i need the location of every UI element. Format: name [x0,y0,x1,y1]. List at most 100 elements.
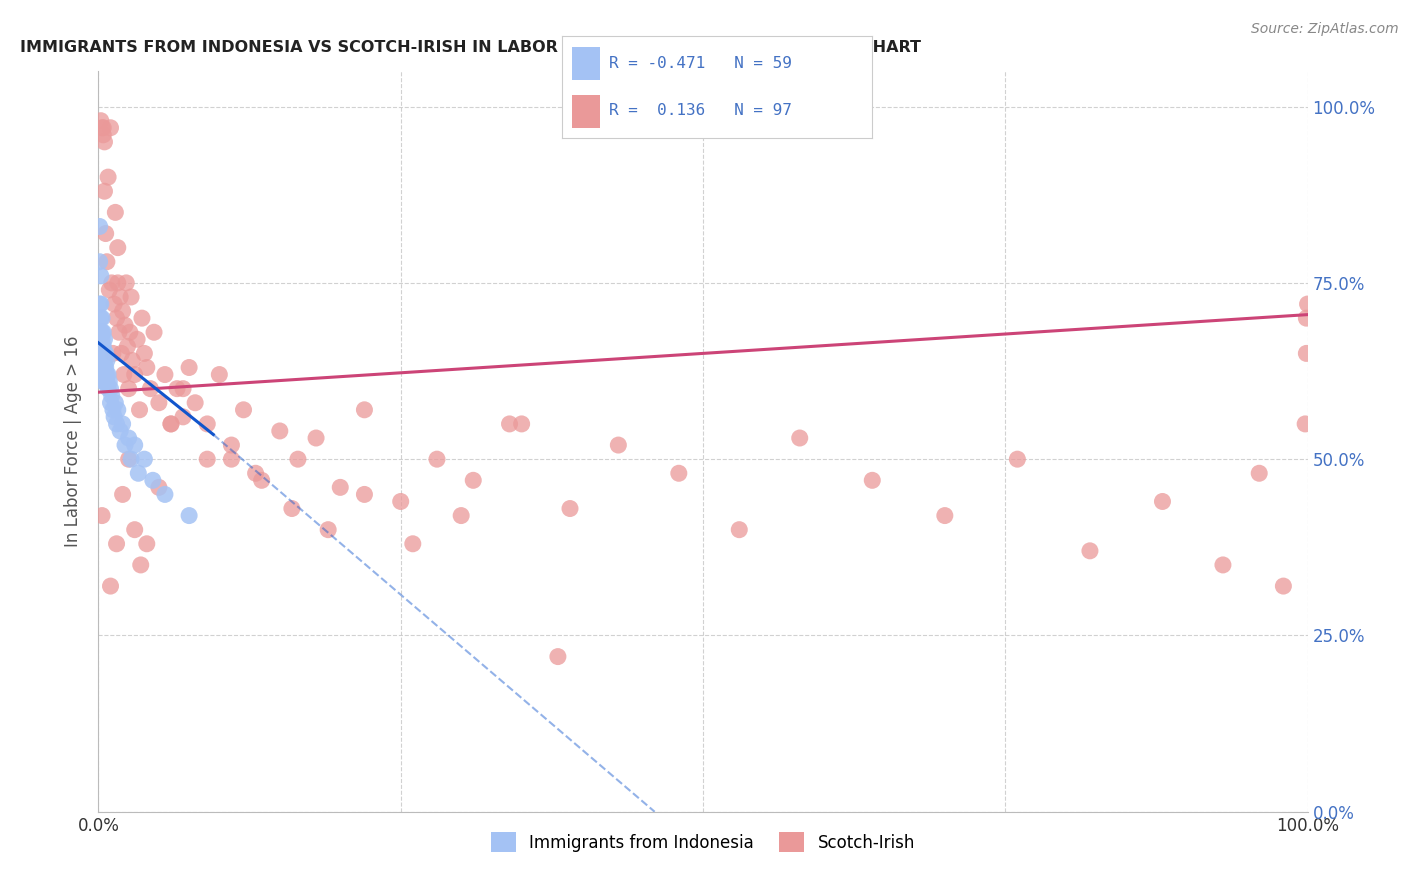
Point [153,487,176,501]
Point [127,332,149,346]
Y-axis label: In Labor Force | Age > 16: In Labor Force | Age > 16 [65,335,83,548]
Point [91,368,114,382]
Point [91,360,114,375]
Point [607,438,630,452]
Point [91,325,114,339]
Text: Source: ZipAtlas.com: Source: ZipAtlas.com [1251,22,1399,37]
Point [728,523,751,537]
Point [89,254,111,268]
Point [287,452,309,467]
Point [115,276,138,290]
Point [426,452,449,467]
Point [100,382,122,396]
Point [90,311,112,326]
Point [89,219,111,234]
Point [91,339,114,353]
Point [111,417,134,431]
Point [1007,452,1029,467]
Point [305,431,328,445]
Point [172,382,194,396]
Point [934,508,956,523]
Point [105,311,128,326]
Point [1078,544,1101,558]
Point [91,346,114,360]
Point [91,311,114,326]
Point [94,368,117,382]
Point [94,227,117,241]
Point [148,480,170,494]
Point [91,353,114,368]
Point [1294,417,1316,431]
Point [91,353,114,368]
Point [135,537,157,551]
Point [108,325,131,339]
Point [114,438,136,452]
FancyBboxPatch shape [572,47,599,79]
Point [789,431,811,445]
Point [329,480,352,494]
Point [91,346,114,360]
Point [93,184,115,198]
Point [450,508,472,523]
Point [103,297,125,311]
Point [172,409,194,424]
Point [94,346,117,360]
Point [143,325,166,339]
Point [94,360,117,375]
Point [120,290,142,304]
Point [245,467,267,481]
Point [232,402,254,417]
Point [668,467,690,481]
Point [100,396,122,410]
Point [184,396,207,410]
Point [90,325,112,339]
Point [107,276,129,290]
Point [558,501,581,516]
Point [129,558,152,572]
Point [93,353,115,368]
Point [1295,346,1317,360]
Point [1249,467,1271,481]
Point [120,452,142,467]
Point [1272,579,1295,593]
Text: R =  0.136   N = 97: R = 0.136 N = 97 [609,103,792,118]
Point [91,368,114,382]
Point [118,452,141,467]
Point [90,268,112,283]
Point [91,325,114,339]
Point [91,508,114,523]
Point [91,346,114,360]
Point [1152,494,1174,508]
Point [91,353,114,368]
Point [148,396,170,410]
Point [153,368,176,382]
Point [105,537,128,551]
Point [498,417,520,431]
Point [118,431,141,445]
Point [90,339,112,353]
Point [97,382,120,396]
Point [1295,311,1317,326]
Point [179,508,201,523]
Point [128,402,150,417]
Point [93,360,115,375]
Point [134,452,156,467]
Point [93,135,115,149]
Point [166,382,188,396]
Point [316,523,339,537]
Text: R = -0.471   N = 59: R = -0.471 N = 59 [609,56,792,70]
Point [104,205,127,219]
Point [124,438,146,452]
Point [250,473,273,487]
Point [91,128,114,142]
Point [195,452,218,467]
Point [93,346,115,360]
Point [101,346,124,360]
Point [134,346,156,360]
Point [91,120,114,135]
Point [463,473,485,487]
Point [160,417,183,431]
Point [353,487,375,501]
Point [108,424,131,438]
FancyBboxPatch shape [572,95,599,128]
